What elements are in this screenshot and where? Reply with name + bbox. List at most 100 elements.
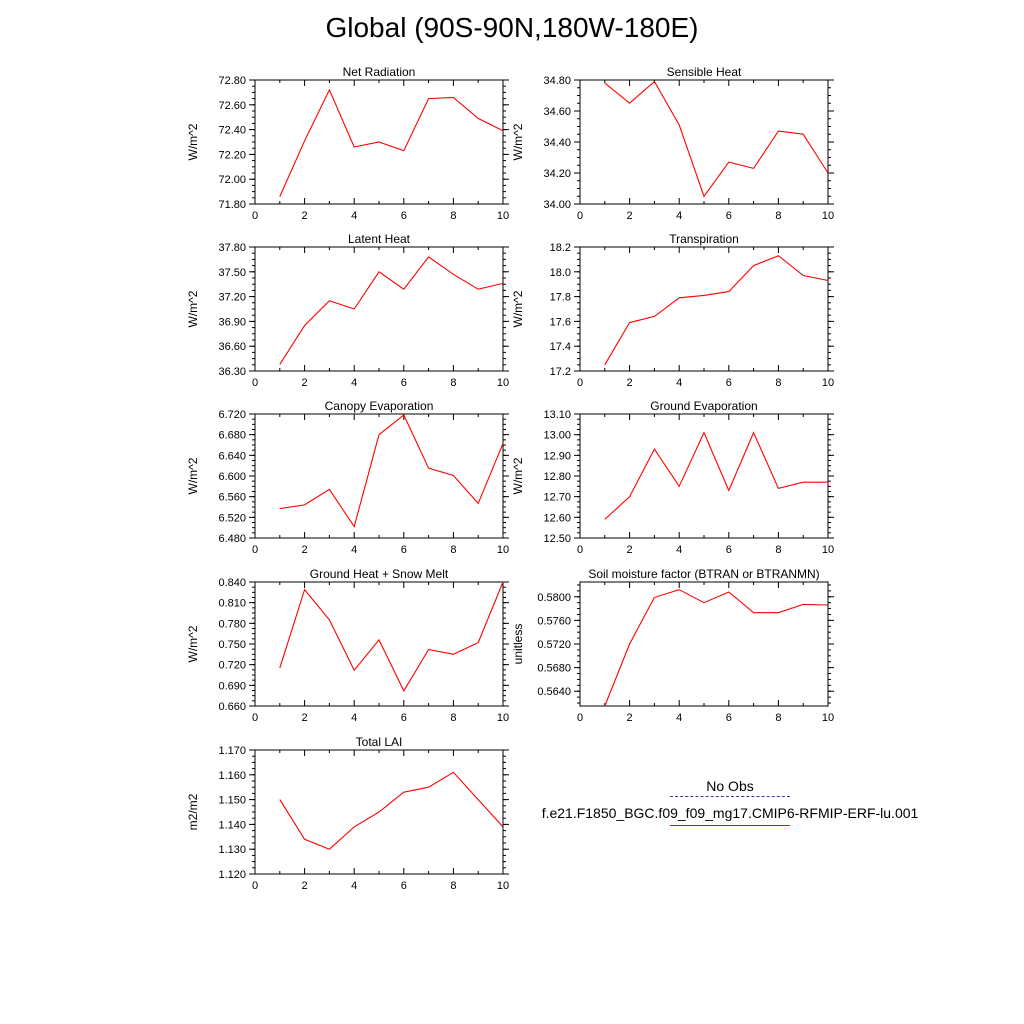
x-tick-label: 4 <box>351 880 357 892</box>
x-tick-label: 2 <box>627 544 633 556</box>
y-tick-label: 17.6 <box>550 316 571 328</box>
series-line <box>279 256 504 365</box>
x-tick-label: 6 <box>401 210 407 222</box>
x-tick-label: 2 <box>302 544 308 556</box>
y-tick-label: 72.40 <box>218 125 246 137</box>
chart-title: Latent Heat <box>348 232 411 246</box>
y-tick-label: 0.810 <box>218 598 246 610</box>
series-line <box>279 88 504 197</box>
x-tick-label: 6 <box>401 712 407 724</box>
y-tick-label: 1.170 <box>218 745 246 757</box>
x-tick-label: 4 <box>351 712 357 724</box>
series-line <box>279 581 504 692</box>
y-tick-label: 0.5720 <box>537 639 571 651</box>
y-tick-label: 0.5800 <box>537 592 571 604</box>
x-tick-label: 4 <box>676 210 682 222</box>
x-tick-label: 2 <box>302 377 308 389</box>
y-tick-label: 12.50 <box>543 533 571 545</box>
y-tick-label: 13.10 <box>543 409 571 421</box>
x-tick-label: 0 <box>252 544 258 556</box>
series-line <box>604 589 829 707</box>
legend-obs-line <box>670 796 790 797</box>
y-axis-label: unitless <box>511 624 525 665</box>
chart-panel: Soil moisture factor (BTRAN or BTRANMN) u… <box>511 567 834 724</box>
y-tick-label: 0.840 <box>218 577 246 589</box>
chart-panel: Ground Heat + Snow Melt W/m^2 0 2 4 6 8 10 0.660… <box>186 567 509 724</box>
x-tick-label: 10 <box>497 544 509 556</box>
chart-panel: Net Radiation W/m^2 0 2 4 6 8 10 71.80 72.00 72.20… <box>186 65 509 222</box>
y-tick-label: 72.80 <box>218 75 246 87</box>
x-tick-label: 2 <box>302 712 308 724</box>
y-tick-label: 37.80 <box>218 242 246 254</box>
y-tick-label: 18.2 <box>550 242 571 254</box>
y-tick-label: 1.150 <box>218 795 246 807</box>
x-tick-label: 4 <box>351 210 357 222</box>
y-tick-label: 6.480 <box>218 533 246 545</box>
chart-title: Soil moisture factor (BTRAN or BTRANMN) <box>588 567 819 581</box>
x-tick-label: 2 <box>302 880 308 892</box>
x-tick-label: 6 <box>726 712 732 724</box>
chart-title: Net Radiation <box>343 65 416 79</box>
x-tick-label: 4 <box>676 712 682 724</box>
x-tick-label: 8 <box>450 210 456 222</box>
x-tick-label: 6 <box>401 880 407 892</box>
x-tick-label: 4 <box>676 377 682 389</box>
x-tick-label: 8 <box>450 377 456 389</box>
y-tick-label: 18.0 <box>550 267 571 279</box>
y-tick-label: 0.5680 <box>537 663 571 675</box>
chart-title: Canopy Evaporation <box>325 399 434 413</box>
x-tick-label: 8 <box>450 712 456 724</box>
chart-title: Transpiration <box>669 232 739 246</box>
y-axis-label: m2/m2 <box>186 793 200 830</box>
x-tick-label: 8 <box>775 544 781 556</box>
y-tick-label: 12.60 <box>543 512 571 524</box>
y-tick-label: 0.5640 <box>537 686 571 698</box>
x-tick-label: 0 <box>577 712 583 724</box>
y-tick-label: 36.30 <box>218 366 246 378</box>
x-tick-label: 10 <box>822 210 834 222</box>
y-tick-label: 0.780 <box>218 618 246 630</box>
y-tick-label: 36.60 <box>218 341 246 353</box>
y-tick-label: 0.750 <box>218 639 246 651</box>
x-tick-label: 10 <box>822 544 834 556</box>
x-tick-label: 0 <box>577 544 583 556</box>
legend: No Obs f.e21.F1850_BGC.f09_f09_mg17.CMIP… <box>520 778 940 826</box>
series-line <box>279 414 504 528</box>
x-tick-label: 6 <box>726 210 732 222</box>
y-tick-label: 6.520 <box>218 512 246 524</box>
y-tick-label: 1.140 <box>218 819 246 831</box>
plot-frame <box>579 581 829 707</box>
series-line <box>604 255 829 366</box>
y-tick-label: 0.720 <box>218 660 246 672</box>
y-tick-label: 34.40 <box>543 137 571 149</box>
x-tick-label: 6 <box>401 544 407 556</box>
plot-frame <box>254 581 504 707</box>
chart-panel: Sensible Heat W/m^2 0 2 4 6 8 10 34.00 34.20 34.40… <box>511 65 834 222</box>
y-tick-label: 34.00 <box>543 199 571 211</box>
x-tick-label: 6 <box>726 544 732 556</box>
x-tick-label: 8 <box>775 377 781 389</box>
y-tick-label: 34.20 <box>543 168 571 180</box>
y-tick-label: 17.4 <box>550 341 571 353</box>
y-tick-label: 37.50 <box>218 267 246 279</box>
x-tick-label: 10 <box>822 377 834 389</box>
y-axis-label: W/m^2 <box>511 290 525 327</box>
series-line <box>604 431 828 520</box>
y-axis-label: W/m^2 <box>186 123 200 160</box>
y-tick-label: 72.60 <box>218 100 246 112</box>
y-axis-label: W/m^2 <box>186 290 200 327</box>
y-tick-label: 12.90 <box>543 450 571 462</box>
y-tick-label: 72.00 <box>218 174 246 186</box>
y-tick-label: 12.70 <box>543 492 571 504</box>
y-tick-label: 6.680 <box>218 430 246 442</box>
x-tick-label: 8 <box>450 880 456 892</box>
series-line <box>279 771 504 850</box>
y-tick-label: 13.00 <box>543 430 571 442</box>
plot-frame <box>579 79 829 205</box>
y-tick-label: 1.130 <box>218 844 246 856</box>
y-axis-label: W/m^2 <box>511 457 525 494</box>
y-tick-label: 17.8 <box>550 292 571 304</box>
x-tick-label: 10 <box>497 712 509 724</box>
y-axis-label: W/m^2 <box>186 457 200 494</box>
